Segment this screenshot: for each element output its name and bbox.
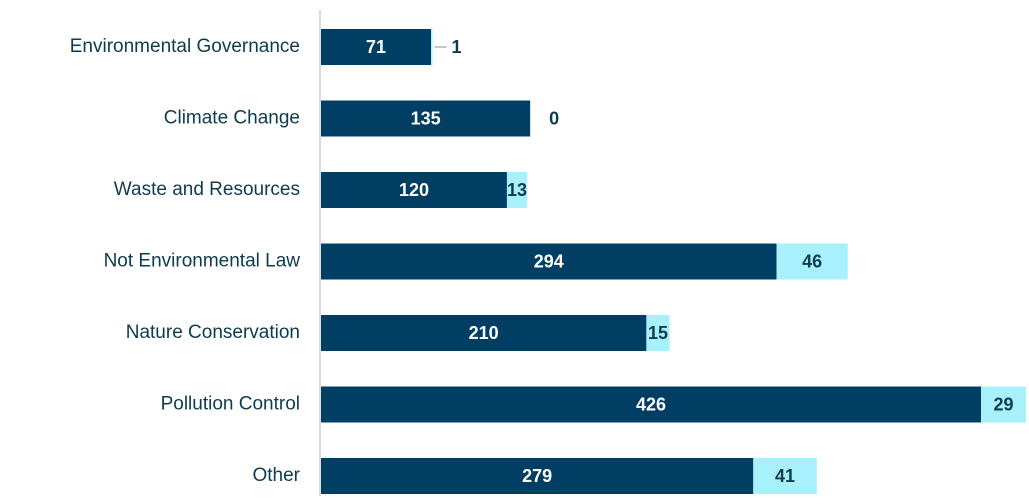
bar-segment: [321, 100, 531, 137]
bar-segment: [321, 172, 507, 208]
bar-segment: [646, 315, 670, 351]
category-label: Other: [252, 465, 300, 486]
bar-segment: [321, 243, 777, 280]
bar-segment: [321, 386, 982, 423]
bar-segment: [431, 29, 433, 65]
value-label: 71: [366, 37, 386, 57]
value-label: 0: [549, 108, 559, 128]
value-label: 294: [534, 251, 564, 271]
bar-segment: [776, 243, 848, 280]
bar-segment: [981, 386, 1026, 423]
category-label: Not Environmental Law: [104, 251, 301, 272]
bar-segment: [321, 29, 432, 65]
category-label: Environmental Governance: [70, 36, 300, 57]
category-label: Nature Conservation: [126, 322, 300, 343]
bar-segment: [321, 315, 647, 351]
value-label: 15: [648, 323, 668, 343]
value-label: 29: [994, 394, 1014, 414]
bar-segment: [753, 458, 817, 494]
category-label: Climate Change: [164, 108, 300, 129]
category-label: Waste and Resources: [114, 179, 300, 200]
value-label: 135: [411, 108, 441, 128]
category-label: Pollution Control: [161, 394, 300, 415]
value-label: 120: [399, 180, 429, 200]
value-label: 210: [469, 323, 499, 343]
value-label: 1: [452, 37, 462, 57]
value-label: 426: [636, 394, 666, 414]
value-label: 279: [522, 466, 552, 486]
value-label: 41: [775, 466, 795, 486]
bar-segment: [506, 172, 528, 208]
value-label: 13: [507, 180, 527, 200]
value-label: 46: [802, 251, 822, 271]
bar-segment: [321, 458, 754, 494]
